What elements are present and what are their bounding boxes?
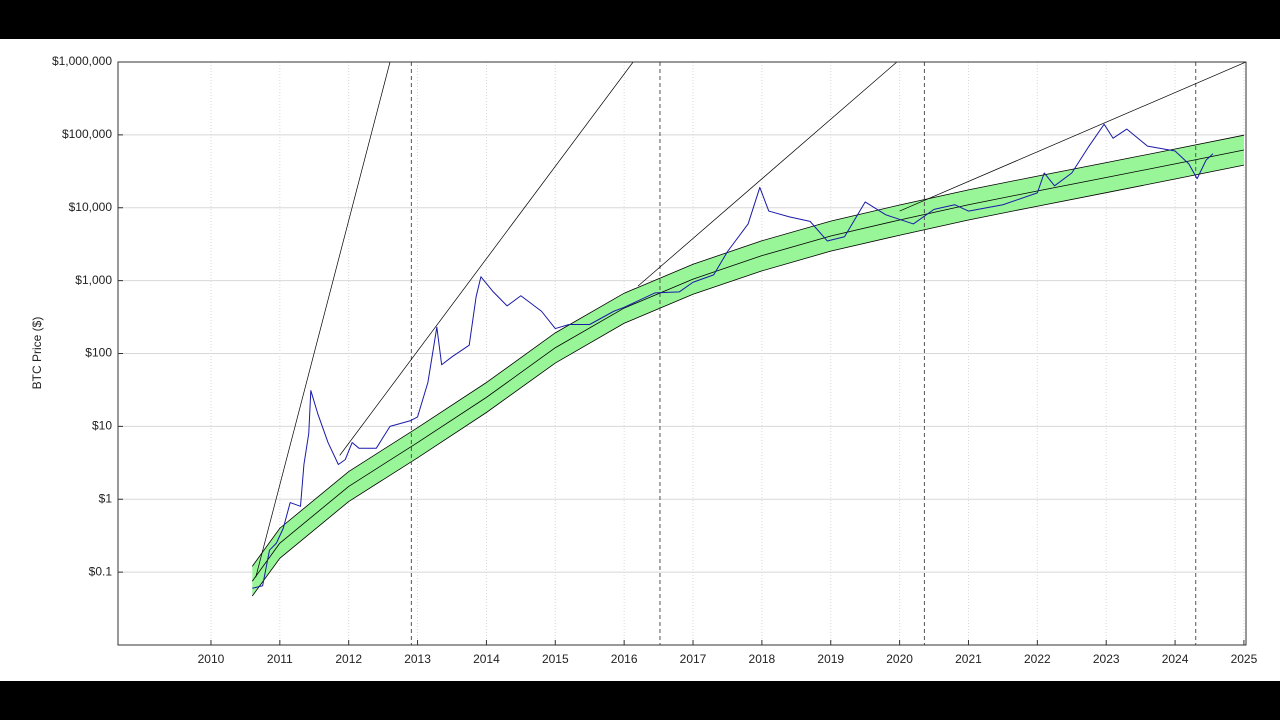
x-tick-label: 2017 bbox=[680, 652, 707, 666]
x-tick-label: 2018 bbox=[749, 652, 776, 666]
y-tick-label: $1,000,000 bbox=[52, 54, 112, 68]
band-edge bbox=[251, 164, 1245, 597]
x-tick-label: 2025 bbox=[1231, 652, 1258, 666]
figure-background bbox=[0, 39, 1280, 681]
x-tick-label: 2011 bbox=[267, 652, 293, 666]
band-fill bbox=[252, 135, 1244, 597]
y-tick-label: $100 bbox=[85, 346, 112, 360]
x-tick-label: 2015 bbox=[542, 652, 569, 666]
plot-area bbox=[251, 62, 1246, 645]
x-tick-label: 2013 bbox=[404, 652, 431, 666]
x-tick-label: 2010 bbox=[198, 652, 225, 666]
x-tick-label: 2022 bbox=[1024, 652, 1051, 666]
series-line bbox=[899, 62, 1246, 212]
y-tick-label: $0.1 bbox=[89, 564, 113, 578]
y-tick-label: $10,000 bbox=[69, 200, 113, 214]
x-tick-label: 2012 bbox=[335, 652, 362, 666]
x-tick-label: 2019 bbox=[817, 652, 844, 666]
x-tick-label: 2016 bbox=[611, 652, 638, 666]
series-line bbox=[339, 62, 634, 456]
y-tick-label: $100,000 bbox=[62, 127, 112, 141]
y-tick-label: $1,000 bbox=[75, 273, 112, 287]
y-tick-label: $10 bbox=[92, 419, 112, 433]
x-tick-label: 2014 bbox=[473, 652, 500, 666]
series-line bbox=[255, 62, 391, 578]
y-tick-label: $1 bbox=[99, 491, 113, 505]
tick-labels: $0.1 $1 $10 $100 $1,000 $10,000 $100,000 $1,000… bbox=[52, 54, 1258, 666]
x-tick-label: 2024 bbox=[1162, 652, 1189, 666]
axes-frame bbox=[117, 61, 1247, 646]
series-line bbox=[252, 123, 1214, 589]
x-tick-label: 2020 bbox=[886, 652, 913, 666]
y-axis-label: BTC Price ($) bbox=[30, 317, 44, 390]
x-tick-label: 2021 bbox=[955, 652, 982, 666]
series-line bbox=[637, 62, 898, 287]
x-tick-label: 2023 bbox=[1093, 652, 1120, 666]
series-line bbox=[251, 149, 1245, 582]
